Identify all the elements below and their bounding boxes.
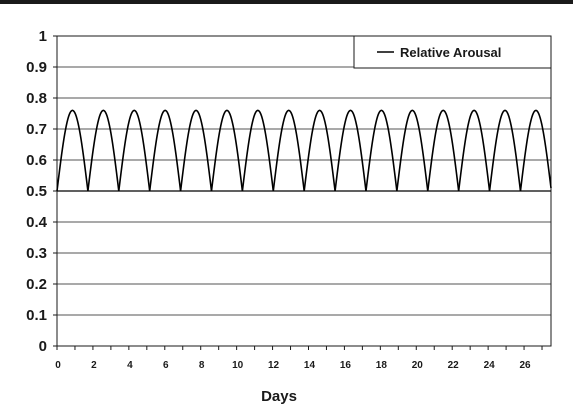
series-arch-14 (457, 109, 491, 192)
x-tick-label-14: 14 (304, 360, 316, 371)
x-tick-label-0: 0 (55, 360, 61, 371)
series-arch-2 (87, 109, 120, 192)
y-tick-label-0.4: 0.4 (26, 214, 48, 231)
series-arch-11 (365, 109, 398, 192)
x-tick-label-16: 16 (340, 360, 352, 371)
y-tick-label-0.9: 0.9 (26, 59, 47, 76)
y-tick-label-0.7: 0.7 (26, 121, 47, 138)
series-layer (56, 109, 552, 192)
series-arch-16 (519, 109, 552, 192)
x-tick-label-12: 12 (268, 360, 280, 371)
legend: Relative Arousal (353, 35, 552, 69)
legend-label-relative-arousal: Relative Arousal (400, 45, 501, 60)
y-tick-label-0.8: 0.8 (26, 90, 47, 107)
x-axis-ticks: 0 2 4 6 8 10 12 14 16 18 20 22 24 26 (55, 346, 543, 371)
y-tick-label-0.5: 0.5 (26, 183, 47, 200)
series-arch-15 (488, 109, 522, 192)
series-arch-13 (426, 109, 460, 192)
series-arch-5 (179, 109, 213, 192)
series-arch-7 (241, 109, 275, 192)
y-tick-label-0.3: 0.3 (26, 245, 47, 262)
top-border (0, 0, 573, 4)
series-arch-1 (56, 109, 89, 192)
x-tick-label-24: 24 (484, 360, 496, 371)
x-axis-label: Days (261, 388, 297, 405)
y-axis-ticks: 0 0.1 0.2 0.3 0.4 0.5 0.6 0.7 0.8 0.9 1 (26, 28, 57, 355)
x-tick-label-20: 20 (412, 360, 424, 371)
y-tick-label-0.6: 0.6 (26, 152, 47, 169)
x-tick-label-18: 18 (376, 360, 388, 371)
x-tick-label-8: 8 (199, 360, 205, 371)
x-tick-label-10: 10 (232, 360, 244, 371)
x-tick-label-6: 6 (163, 360, 169, 371)
series-arch-4 (148, 109, 182, 192)
x-tick-label-2: 2 (91, 360, 97, 371)
series-arch-12 (396, 109, 429, 192)
series-arch-6 (210, 109, 244, 192)
y-tick-label-0: 0 (39, 338, 47, 355)
x-tick-label-4: 4 (127, 360, 133, 371)
y-tick-label-1: 1 (39, 28, 47, 45)
series-arch-9 (303, 109, 336, 192)
y-tick-label-0.1: 0.1 (26, 307, 47, 324)
x-tick-label-22: 22 (448, 360, 460, 371)
series-arch-10 (334, 109, 367, 192)
y-tick-label-0.2: 0.2 (26, 276, 47, 293)
series-arch-3 (117, 109, 151, 192)
x-tick-label-26: 26 (519, 360, 531, 371)
series-arch-8 (272, 109, 305, 192)
